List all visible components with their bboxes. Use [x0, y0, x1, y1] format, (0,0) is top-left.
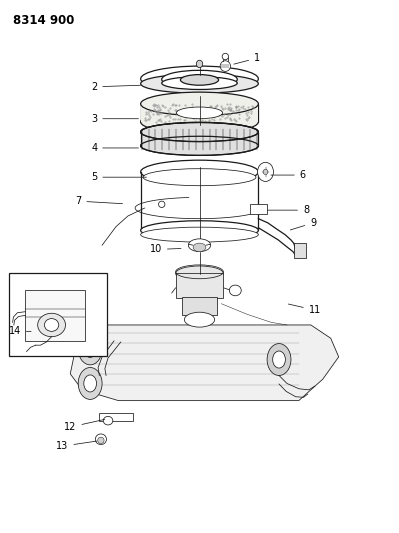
Ellipse shape — [229, 285, 241, 296]
Bar — [10, 273, 107, 356]
Text: 4: 4 — [91, 143, 138, 153]
Bar — [99, 413, 133, 421]
Ellipse shape — [263, 169, 268, 174]
Bar — [141, 172, 258, 230]
Ellipse shape — [95, 434, 107, 445]
Ellipse shape — [78, 368, 102, 399]
Ellipse shape — [38, 313, 65, 337]
Text: 12: 12 — [64, 419, 105, 432]
Ellipse shape — [84, 375, 97, 392]
Ellipse shape — [143, 168, 256, 185]
Text: 9: 9 — [290, 218, 316, 230]
Ellipse shape — [220, 61, 231, 71]
Bar — [251, 204, 267, 214]
Ellipse shape — [176, 266, 223, 281]
Text: 10: 10 — [150, 245, 181, 254]
Bar — [141, 104, 258, 122]
Text: 3: 3 — [91, 114, 138, 124]
Polygon shape — [70, 325, 339, 400]
Text: 5: 5 — [91, 172, 146, 182]
Text: 14: 14 — [8, 326, 31, 336]
Ellipse shape — [158, 201, 165, 207]
Text: 8314 900: 8314 900 — [13, 14, 74, 27]
Ellipse shape — [141, 92, 258, 116]
Ellipse shape — [78, 333, 102, 365]
Ellipse shape — [162, 77, 237, 90]
Ellipse shape — [44, 319, 59, 332]
Ellipse shape — [162, 70, 237, 88]
Ellipse shape — [141, 136, 258, 156]
Ellipse shape — [196, 60, 203, 68]
Text: 2: 2 — [91, 82, 140, 92]
Ellipse shape — [184, 312, 215, 327]
Ellipse shape — [176, 107, 223, 119]
Ellipse shape — [141, 227, 258, 242]
Ellipse shape — [188, 239, 211, 252]
Bar — [176, 273, 223, 298]
Ellipse shape — [103, 416, 113, 425]
Bar — [141, 132, 258, 146]
Ellipse shape — [180, 75, 219, 85]
Ellipse shape — [193, 243, 206, 252]
Ellipse shape — [273, 351, 285, 368]
Ellipse shape — [141, 221, 258, 240]
Bar — [182, 297, 217, 316]
Text: 7: 7 — [75, 196, 122, 206]
Ellipse shape — [222, 53, 229, 60]
Text: 11: 11 — [288, 304, 321, 315]
Bar — [26, 290, 85, 341]
Ellipse shape — [141, 66, 258, 92]
Text: 13: 13 — [56, 441, 97, 451]
Text: 8: 8 — [268, 205, 309, 215]
Ellipse shape — [141, 160, 258, 183]
Ellipse shape — [141, 110, 258, 134]
Ellipse shape — [141, 74, 258, 93]
Bar — [294, 243, 306, 258]
Ellipse shape — [267, 344, 291, 375]
Text: 1: 1 — [234, 53, 260, 64]
Ellipse shape — [141, 123, 258, 142]
Text: 6: 6 — [271, 170, 306, 180]
Ellipse shape — [98, 437, 104, 443]
Ellipse shape — [84, 341, 97, 358]
Ellipse shape — [257, 163, 273, 181]
